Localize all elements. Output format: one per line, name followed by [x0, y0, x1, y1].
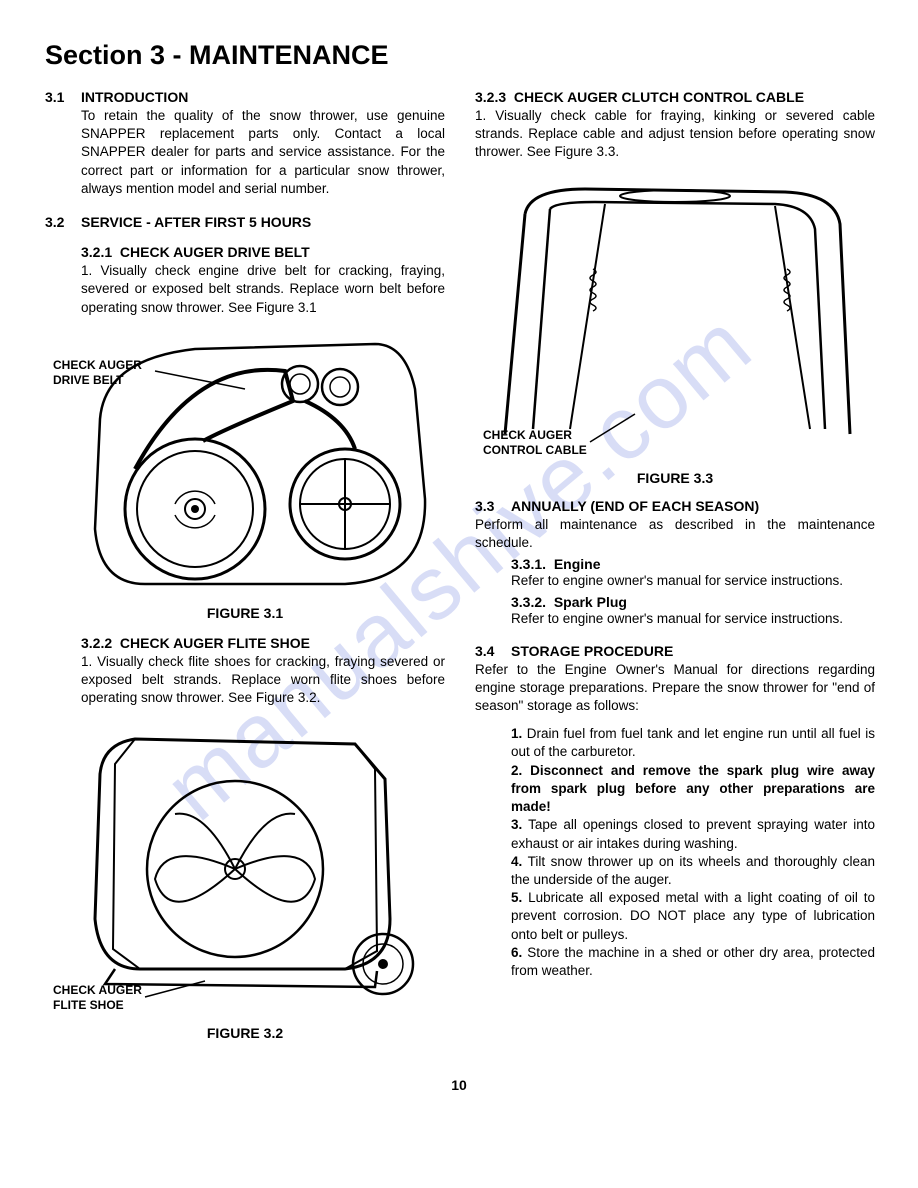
section-3-1-heading: 3.1INTRODUCTION	[45, 89, 445, 105]
section-3-4-heading: 3.4STORAGE PROCEDURE	[475, 643, 875, 659]
step-5: 5. Lubricate all exposed metal with a li…	[511, 889, 875, 944]
section-number: 3.1	[45, 89, 81, 105]
section-title: SERVICE - AFTER FIRST 5 HOURS	[81, 214, 311, 230]
step-text: Lubricate all exposed metal with a light…	[511, 890, 875, 941]
two-column-layout: 3.1INTRODUCTION To retain the quality of…	[45, 89, 873, 1047]
step-3: 3. Tape all openings closed to prevent s…	[511, 816, 875, 852]
figure-3-3-svg: CHECK AUGER CONTROL CABLE	[475, 174, 875, 464]
subsection-number: 3.2.1	[81, 244, 112, 260]
step-text: Drain fuel from fuel tank and let engine…	[511, 726, 875, 759]
section-title: ANNUALLY (END OF EACH SEASON)	[511, 498, 759, 514]
subsection-title: Engine	[554, 556, 601, 572]
page-title: Section 3 - MAINTENANCE	[45, 40, 873, 71]
section-number: 3.4	[475, 643, 511, 659]
subsection-number: 3.3.1.	[511, 556, 546, 572]
subsection-3-2-2-body: 1. Visually check flite shoes for cracki…	[81, 653, 445, 708]
subsection-number: 3.2.3	[475, 89, 506, 105]
step-text: Tape all openings closed to prevent spra…	[511, 817, 875, 850]
step-1: 1. Drain fuel from fuel tank and let eng…	[511, 725, 875, 761]
section-3-3-heading: 3.3ANNUALLY (END OF EACH SEASON)	[475, 498, 875, 514]
step-text: Disconnect and remove the spark plug wir…	[511, 763, 875, 814]
section-number: 3.3	[475, 498, 511, 514]
fig-label: CHECK AUGER	[53, 983, 142, 997]
figure-3-1-caption: FIGURE 3.1	[45, 605, 445, 621]
page-number: 10	[45, 1077, 873, 1093]
section-title: STORAGE PROCEDURE	[511, 643, 673, 659]
subsection-3-2-2-heading: 3.2.2 CHECK AUGER FLITE SHOE	[81, 635, 445, 651]
subsection-3-2-3-body: 1. Visually check cable for fraying, kin…	[475, 107, 875, 162]
subsection-title: CHECK AUGER CLUTCH CONTROL CABLE	[514, 89, 804, 105]
right-column: 3.2.3 CHECK AUGER CLUTCH CONTROL CABLE 1…	[475, 89, 875, 1047]
subsection-3-3-1-heading: 3.3.1. Engine	[511, 556, 875, 572]
subsection-title: CHECK AUGER DRIVE BELT	[120, 244, 310, 260]
subsection-3-3-2-heading: 3.3.2. Spark Plug	[511, 594, 875, 610]
figure-3-1-svg: CHECK AUGER DRIVE BELT	[45, 329, 445, 599]
section-title: INTRODUCTION	[81, 89, 188, 105]
subsection-3-2-1-body: 1. Visually check engine drive belt for …	[81, 262, 445, 317]
step-text: Tilt snow thrower up on its wheels and t…	[511, 854, 875, 887]
subsection-number: 3.2.2	[81, 635, 112, 651]
subsection-3-2-3-heading: 3.2.3 CHECK AUGER CLUTCH CONTROL CABLE	[475, 89, 875, 105]
figure-3-3: CHECK AUGER CONTROL CABLE FIGURE 3.3	[475, 174, 875, 486]
fig-label: FLITE SHOE	[53, 998, 124, 1012]
step-text: Store the machine in a shed or other dry…	[511, 945, 875, 978]
step-4: 4. Tilt snow thrower up on its wheels an…	[511, 853, 875, 889]
section-number: 3.2	[45, 214, 81, 230]
subsection-3-3-2-body: Refer to engine owner's manual for servi…	[511, 610, 875, 628]
section-3-3-body: Perform all maintenance as described in …	[475, 516, 875, 552]
section-3-1-body: To retain the quality of the snow throwe…	[81, 107, 445, 198]
figure-3-2-svg: CHECK AUGER FLITE SHOE	[45, 719, 445, 1019]
left-column: 3.1INTRODUCTION To retain the quality of…	[45, 89, 445, 1047]
fig-label: CONTROL CABLE	[483, 443, 587, 457]
page-content: Section 3 - MAINTENANCE 3.1INTRODUCTION …	[45, 40, 873, 1093]
subsection-3-3-1-body: Refer to engine owner's manual for servi…	[511, 572, 875, 590]
subsection-number: 3.3.2.	[511, 594, 546, 610]
figure-3-3-caption: FIGURE 3.3	[475, 470, 875, 486]
figure-3-2: CHECK AUGER FLITE SHOE FIGURE 3.2	[45, 719, 445, 1041]
section-3-4-body: Refer to the Engine Owner's Manual for d…	[475, 661, 875, 716]
subsection-title: CHECK AUGER FLITE SHOE	[120, 635, 310, 651]
section-3-2-heading: 3.2SERVICE - AFTER FIRST 5 HOURS	[45, 214, 445, 230]
subsection-title: Spark Plug	[554, 594, 627, 610]
fig-label: CHECK AUGER	[483, 428, 572, 442]
step-2: 2. Disconnect and remove the spark plug …	[511, 762, 875, 817]
storage-steps: 1. Drain fuel from fuel tank and let eng…	[511, 725, 875, 980]
figure-3-1: CHECK AUGER DRIVE BELT	[45, 329, 445, 621]
figure-3-2-caption: FIGURE 3.2	[45, 1025, 445, 1041]
step-6: 6. Store the machine in a shed or other …	[511, 944, 875, 980]
subsection-3-2-1-heading: 3.2.1 CHECK AUGER DRIVE BELT	[81, 244, 445, 260]
